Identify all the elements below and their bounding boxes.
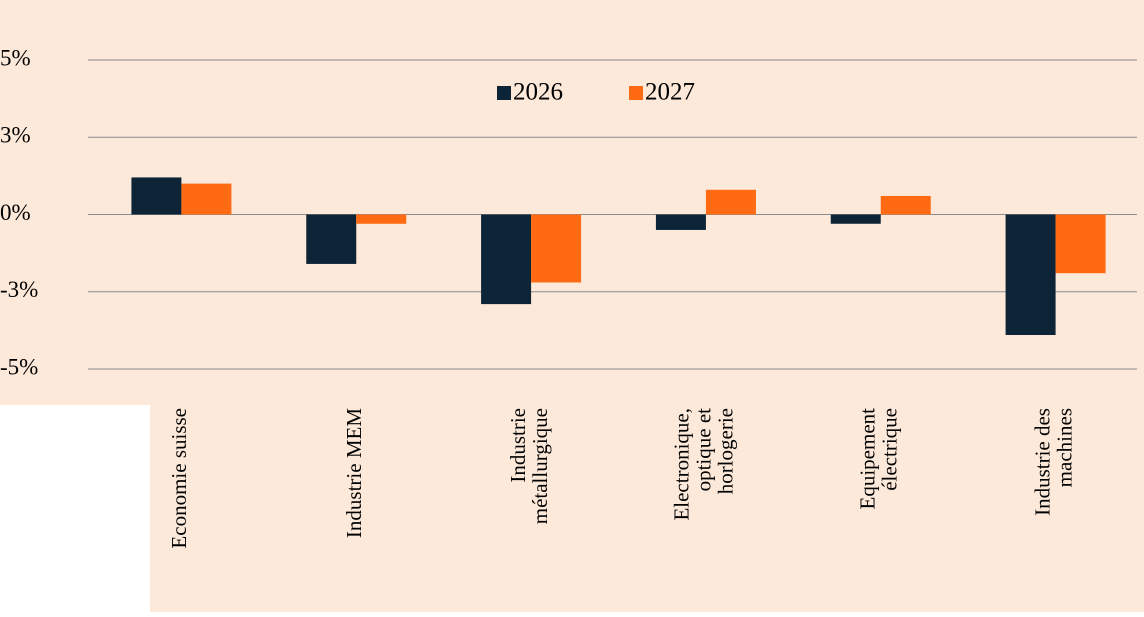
x-tick-label: métallurgique (528, 408, 552, 524)
legend-swatch (629, 86, 643, 100)
x-tick-label: Industrie des (1030, 408, 1054, 516)
x-tick-label: électrique (878, 408, 902, 491)
x-tick-label: Industrie MEM (342, 408, 366, 538)
x-tick-label: Economie suisse (167, 408, 191, 549)
margin (0, 405, 150, 612)
bar (181, 183, 232, 215)
bar (1055, 214, 1106, 274)
bar (531, 214, 582, 283)
bar (131, 177, 182, 215)
bar (655, 214, 706, 230)
x-tick-label: horlogerie (714, 408, 738, 494)
y-tick-label: 5% (0, 45, 31, 70)
y-tick-label: 0% (0, 200, 31, 225)
bar (705, 189, 756, 215)
x-tick-label: optique et (692, 408, 716, 492)
x-tick-label: Equipement (856, 408, 880, 510)
bar (880, 195, 931, 215)
y-tick-label: -5% (0, 354, 38, 379)
x-tick-label: machines (1052, 408, 1076, 487)
bar (481, 214, 532, 305)
legend-swatch (497, 86, 511, 100)
bar (830, 214, 881, 224)
bar (1005, 214, 1056, 336)
y-tick-label: 3% (0, 123, 31, 148)
x-tick-label: Industrie (506, 408, 530, 483)
bar (356, 214, 407, 224)
legend-label: 2027 (645, 79, 695, 106)
bar (306, 214, 357, 264)
y-tick-label: -3% (0, 277, 38, 302)
legend-label: 2026 (513, 79, 563, 106)
x-tick-label: Electronique, (670, 408, 694, 521)
